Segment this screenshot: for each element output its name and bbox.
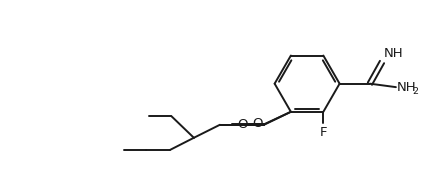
Text: NH: NH (397, 81, 417, 94)
Text: F: F (320, 126, 327, 139)
Text: O: O (252, 117, 262, 130)
Text: NH: NH (384, 47, 404, 60)
Text: O: O (237, 118, 247, 131)
Text: 2: 2 (412, 87, 419, 96)
